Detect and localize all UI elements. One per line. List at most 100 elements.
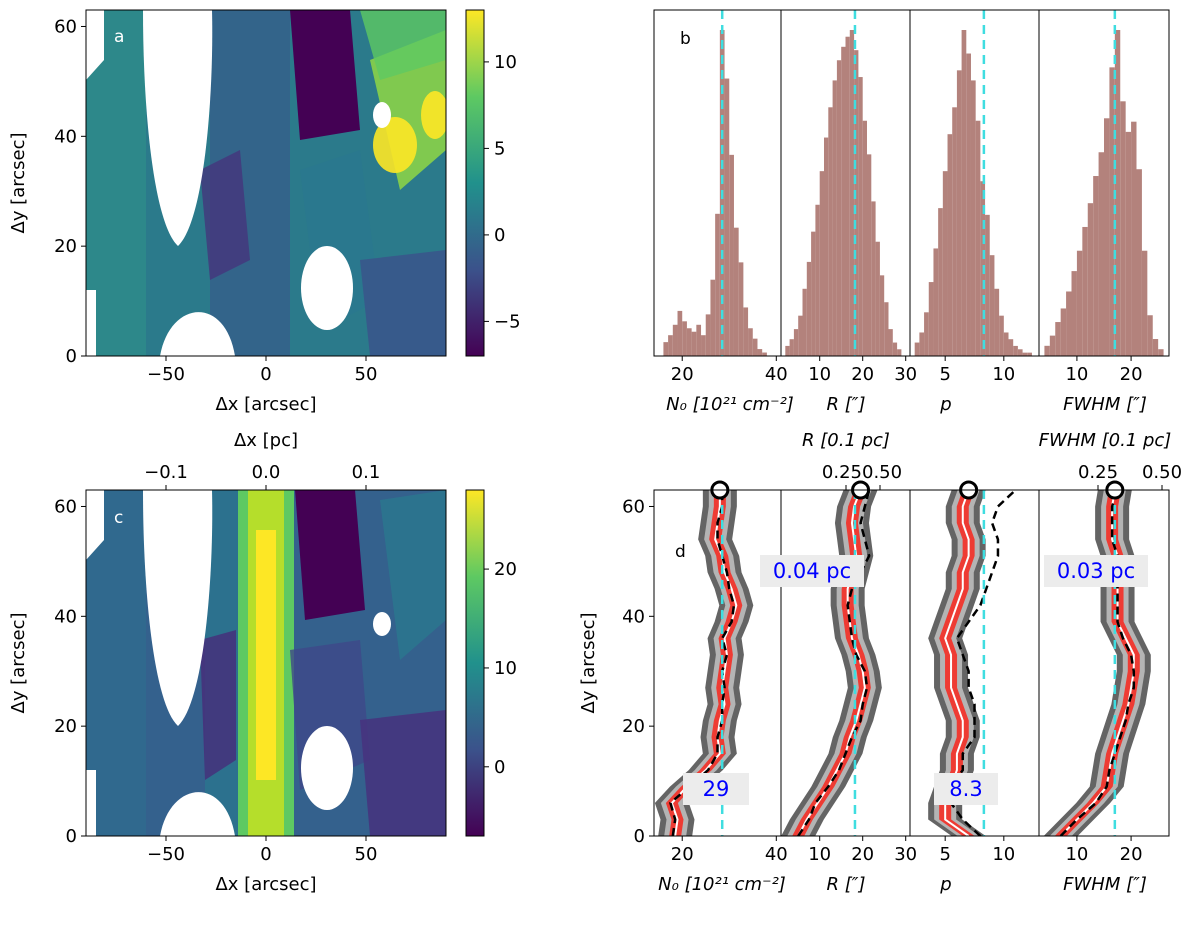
colorbar-tick-label: 0 xyxy=(494,225,505,246)
histogram-bar xyxy=(994,288,1000,356)
histogram-bar xyxy=(1055,322,1061,356)
y-axis-label: Δy [arcsec] xyxy=(578,612,599,713)
histogram-bar xyxy=(919,332,925,356)
histogram-bar xyxy=(748,328,753,356)
x-tick-label: 10 xyxy=(1065,364,1088,385)
histogram-bar xyxy=(1120,101,1126,356)
y-tick-label: 40 xyxy=(54,606,77,627)
panel-a-image xyxy=(86,10,446,356)
x-tick-label: 20 xyxy=(1120,844,1143,865)
histogram-bar xyxy=(884,302,889,356)
histogram-bar xyxy=(875,241,880,356)
histogram-bar xyxy=(811,231,816,356)
subpanel-frame xyxy=(1038,489,1170,837)
y-tick-label: 40 xyxy=(622,606,645,627)
histogram-bar xyxy=(1076,250,1083,356)
histogram-bar xyxy=(696,324,702,356)
histogram-bar xyxy=(1017,349,1023,356)
x-axis-label-p: p xyxy=(939,394,951,415)
histogram-bar xyxy=(1125,131,1132,356)
histogram-bar xyxy=(841,46,846,356)
histogram-bar xyxy=(668,335,673,356)
x-axis-label-p: p xyxy=(939,874,951,895)
histogram-bar xyxy=(729,154,734,356)
x-tick-label: 0 xyxy=(260,844,271,865)
y-tick-label: 0 xyxy=(634,826,645,847)
panel-d-label: d xyxy=(675,542,686,562)
histogram-bar xyxy=(924,312,929,356)
x-axis-label: Δx [arcsec] xyxy=(215,394,316,415)
histogram-bar xyxy=(942,171,948,356)
uncertainty-band-core xyxy=(792,490,871,836)
histogram-bar xyxy=(1082,226,1088,356)
histogram-bar xyxy=(1027,352,1032,356)
y-tick-label: 20 xyxy=(54,716,77,737)
x-tick-label: 30 xyxy=(894,364,917,385)
histogram-bar xyxy=(1104,118,1110,357)
histogram-bar xyxy=(1071,271,1077,356)
annotation-box xyxy=(760,555,864,587)
x-tick-label: 50 xyxy=(355,844,378,865)
x-tick-label: −50 xyxy=(147,364,185,385)
histogram-bar xyxy=(743,307,749,356)
x-tick-label: 20 xyxy=(671,364,694,385)
x-tick-label: 30 xyxy=(894,844,917,865)
histogram-bar xyxy=(785,345,790,356)
histogram-bar xyxy=(1131,121,1137,356)
histogram-p: 5 10 xyxy=(909,9,1040,385)
annotation-text: 29 xyxy=(703,777,730,801)
histogram-bar xyxy=(752,338,758,356)
histogram-bar xyxy=(966,53,971,357)
histogram-bar xyxy=(888,329,893,356)
histogram-bar xyxy=(999,315,1004,356)
x-tick-label: 20 xyxy=(1120,364,1143,385)
y-tick-label: 20 xyxy=(54,236,77,257)
histogram-bar xyxy=(845,36,850,356)
histogram-bar xyxy=(871,201,876,356)
top-x-axis-label: R [0.1 pc] xyxy=(802,430,890,451)
histogram-bar xyxy=(672,324,678,356)
histogram-bar xyxy=(1066,291,1072,356)
histogram-bar xyxy=(677,310,683,356)
histogram-bar xyxy=(897,349,902,356)
annotation-text: 0.04 pc xyxy=(773,559,851,583)
histogram-bar xyxy=(824,137,829,356)
histogram-bar xyxy=(738,262,744,356)
x-tick-label: 10 xyxy=(808,844,831,865)
histogram-N0: 20 40 xyxy=(653,9,788,385)
x-tick-label: −50 xyxy=(147,844,185,865)
histogram-bar xyxy=(970,80,976,357)
histogram-bar xyxy=(806,261,812,356)
histogram-bar xyxy=(854,50,859,356)
histogram-bar xyxy=(952,107,957,356)
colorbar-tick-label: 5 xyxy=(494,138,505,159)
x-tick-label: 10 xyxy=(992,364,1015,385)
x-tick-label: 50 xyxy=(355,364,378,385)
histogram-bar xyxy=(762,352,767,356)
histogram-bar xyxy=(1098,152,1104,356)
histogram-bar xyxy=(715,213,720,356)
histogram-bar xyxy=(802,288,807,356)
histogram-bar xyxy=(933,248,939,356)
top-x-tick-label: 0.250.50 xyxy=(822,462,902,483)
panel-d: 20 40 10 20 30 5 10 10 20 0 20 40 60 29 0.04 pc 8.3 0.03… xyxy=(578,430,1182,895)
histogram-bar xyxy=(1049,335,1056,356)
histogram-bar xyxy=(710,279,716,356)
histogram-bar xyxy=(1114,30,1121,356)
x-axis-label-N0: N₀ [10²¹ cm⁻²] xyxy=(658,874,786,895)
histogram-bar xyxy=(1136,169,1142,356)
histogram-bar xyxy=(956,70,962,356)
histogram-bar xyxy=(1008,339,1014,356)
panel-c: c −50 0 50 0 20 40 60 Δx [arcsec] Δy [arcsec] −0.… xyxy=(8,430,517,895)
x-tick-label: 10 xyxy=(1065,844,1088,865)
histogram-bar xyxy=(862,120,867,356)
x-tick-label: 10 xyxy=(992,844,1015,865)
panel-a-colorbar: −5 0 5 10 xyxy=(465,9,521,357)
x-tick-label: 10 xyxy=(808,364,831,385)
histogram-bar xyxy=(798,315,803,356)
x-tick-label: 20 xyxy=(851,844,874,865)
panel-a-axes: −50 0 50 0 20 40 60 Δx [arcsec] Δy [arcsec] xyxy=(8,16,377,415)
